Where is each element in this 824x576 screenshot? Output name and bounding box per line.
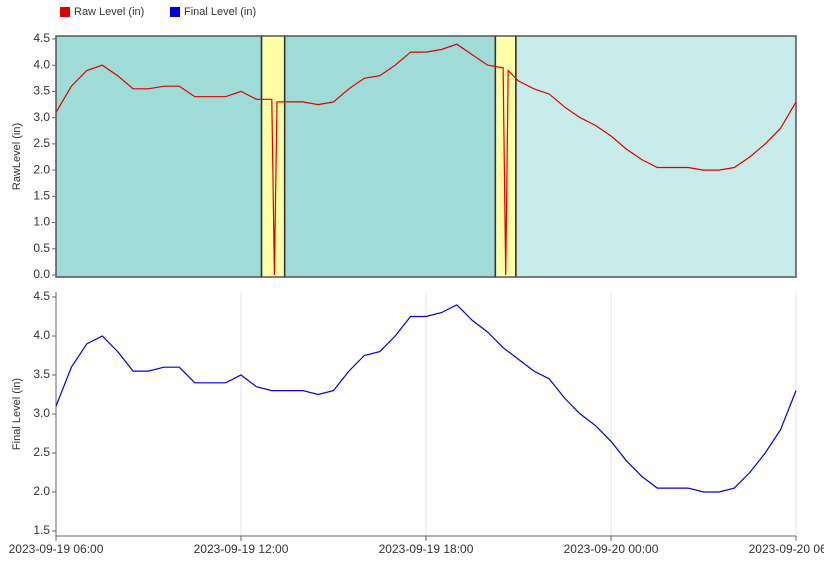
line-series bbox=[55, 43, 797, 276]
y-tick-label: 0.0 bbox=[33, 267, 50, 281]
y-tick-label: 4.5 bbox=[33, 289, 50, 303]
y-tick-label: 4.0 bbox=[33, 57, 50, 71]
x-tick-label: 2023-09-20 00:00 bbox=[564, 542, 659, 556]
y-tick-label: 3.5 bbox=[33, 367, 50, 381]
y-tick-label: 3.0 bbox=[33, 110, 50, 124]
y-tick-label: 1.5 bbox=[33, 523, 50, 537]
legend-swatch bbox=[60, 7, 70, 17]
x-tick-label: 2023-09-19 18:00 bbox=[379, 542, 474, 556]
x-tick-label: 2023-09-19 12:00 bbox=[194, 542, 289, 556]
legend-label[interactable]: Raw Level (in) bbox=[74, 6, 144, 18]
legend-label[interactable]: Final Level (in) bbox=[184, 6, 256, 18]
y-tick-label: 2.0 bbox=[33, 162, 50, 176]
y-tick-label: 1.5 bbox=[33, 189, 50, 203]
y-tick-label: 2.0 bbox=[33, 484, 50, 498]
y-tick-label: 2.5 bbox=[33, 136, 50, 150]
y-tick-label: 4.5 bbox=[33, 31, 50, 45]
plot-frame bbox=[55, 35, 797, 278]
y-tick-label: 1.0 bbox=[33, 215, 50, 229]
y-axis-label: Final Level (in) bbox=[11, 378, 23, 450]
line-series bbox=[55, 304, 797, 493]
status-band bbox=[283, 35, 497, 278]
y-axis-label: RawLevel (in) bbox=[11, 123, 23, 190]
status-band bbox=[55, 35, 263, 278]
x-tick-label: 2023-09-19 06:00 bbox=[9, 542, 104, 556]
legend-swatch bbox=[170, 7, 180, 17]
y-tick-label: 0.5 bbox=[33, 241, 50, 255]
y-tick-label: 3.5 bbox=[33, 84, 50, 98]
status-band bbox=[515, 35, 797, 278]
y-tick-label: 3.0 bbox=[33, 406, 50, 420]
y-tick-label: 4.0 bbox=[33, 328, 50, 342]
y-tick-label: 2.5 bbox=[33, 445, 50, 459]
x-tick-label: 2023-09-20 06:00 bbox=[749, 542, 824, 556]
